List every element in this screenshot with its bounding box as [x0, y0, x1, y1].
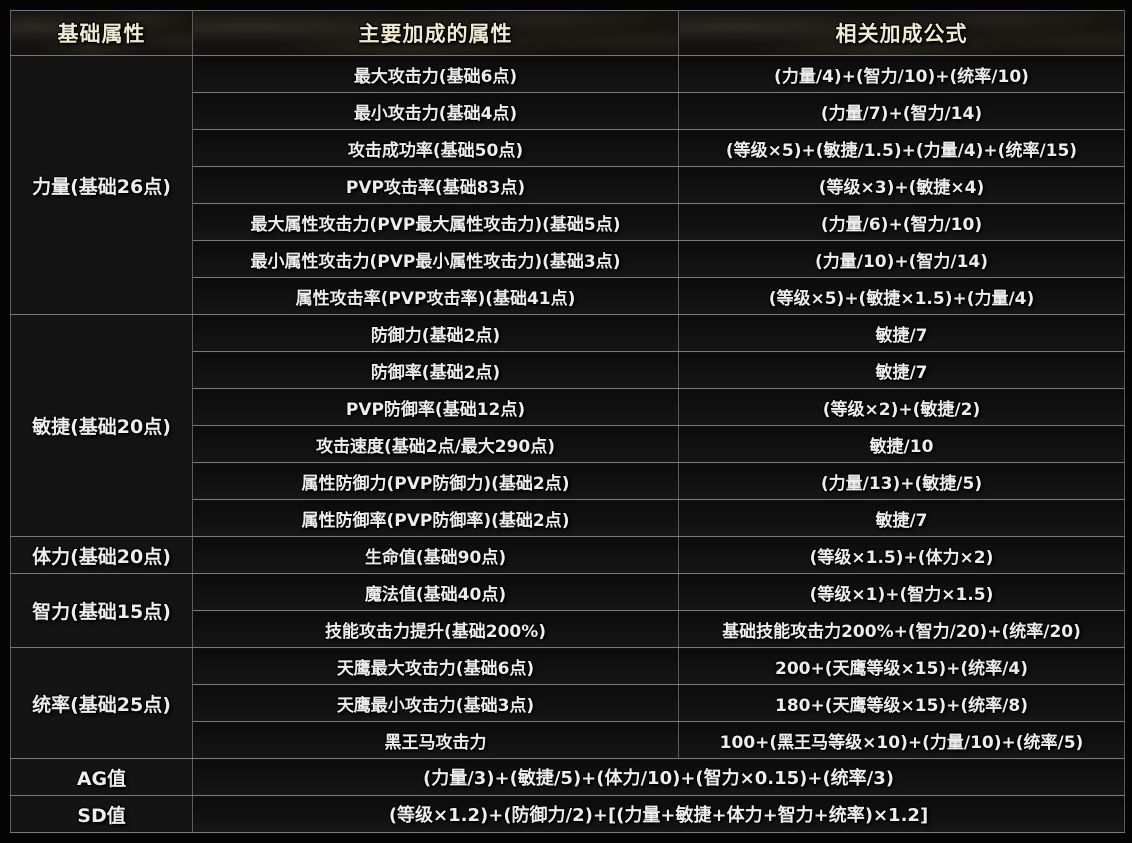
- base-attr-cell: SD值: [10, 795, 193, 833]
- bonus-attr-cell: 天鹰最小攻击力(基础3点): [192, 684, 679, 722]
- table-row: PVP防御率(基础12点) (等级×2)+(敏捷/2): [11, 388, 1125, 426]
- formula-cell: 敏捷/7: [678, 499, 1125, 537]
- bonus-attr-cell: 魔法值(基础40点): [192, 573, 679, 611]
- table-row: PVP攻击率(基础83点) (等级×3)+(敏捷×4): [11, 166, 1125, 204]
- bonus-attr-cell: 生命值(基础90点): [192, 536, 679, 574]
- formula-cell: 180+(天鹰等级×15)+(统率/8): [678, 684, 1125, 722]
- stats-table-body: 力量(基础26点) 最大攻击力(基础6点) (力量/4)+(智力/10)+(统率/1…: [10, 55, 1125, 833]
- bonus-attr-cell: 黑王马攻击力: [192, 721, 679, 759]
- bonus-attr-cell: 天鹰最大攻击力(基础6点): [192, 647, 679, 685]
- formula-cell: (力量/7)+(智力/14): [678, 92, 1125, 130]
- header-base-attr: 基础属性: [10, 10, 193, 56]
- table-row: 力量(基础26点) 最大攻击力(基础6点) (力量/4)+(智力/10)+(统率/1…: [10, 55, 1125, 315]
- base-attr-cell: 智力(基础15点): [10, 573, 193, 648]
- formula-cell: (力量/3)+(敏捷/5)+(体力/10)+(智力×0.15)+(统率/3): [192, 758, 1125, 796]
- bonus-attr-cell: 最小攻击力(基础4点): [192, 92, 679, 130]
- formula-cell: 基础技能攻击力200%+(智力/20)+(统率/20): [678, 610, 1125, 648]
- table-row: 技能攻击力提升(基础200%) 基础技能攻击力200%+(智力/20)+(统率/2…: [11, 610, 1125, 648]
- formula-cell: 200+(天鹰等级×15)+(统率/4): [678, 647, 1125, 685]
- table-row: SD值 (等级×1.2)+(防御力/2)+[(力量+敏捷+体力+智力+统率)×1.…: [10, 795, 1125, 833]
- formula-cell: (力量/13)+(敏捷/5): [678, 462, 1125, 500]
- table-row: 属性攻击率(PVP攻击率)(基础41点) (等级×5)+(敏捷×1.5)+(力量/…: [11, 277, 1125, 315]
- table-header: 基础属性 主要加成的属性 相关加成公式: [10, 10, 1125, 56]
- bonus-attr-cell: 攻击成功率(基础50点): [192, 129, 679, 167]
- formula-cell: 100+(黑王马等级×10)+(力量/10)+(统率/5): [678, 721, 1125, 759]
- table-row: 属性防御率(PVP防御率)(基础2点) 敏捷/7: [11, 499, 1125, 537]
- attribute-bonus-table: 基础属性 主要加成的属性 相关加成公式 力量(基础26点) 最大攻击力(基础6点)…: [10, 10, 1125, 833]
- formula-cell: (等级×3)+(敏捷×4): [678, 166, 1125, 204]
- table-row: 最大属性攻击力(PVP最大属性攻击力)(基础5点) (力量/6)+(智力/10): [11, 203, 1125, 241]
- bonus-attr-cell: 属性防御力(PVP防御力)(基础2点): [192, 462, 679, 500]
- table-row: 智力(基础15点) 魔法值(基础40点) (等级×1)+(智力×1.5): [10, 573, 1125, 648]
- bonus-attr-cell: 防御率(基础2点): [192, 351, 679, 389]
- table-row: AG值 (力量/3)+(敏捷/5)+(体力/10)+(智力×0.15)+(统率/3…: [10, 758, 1125, 796]
- formula-cell: (等级×2)+(敏捷/2): [678, 388, 1125, 426]
- base-attr-cell: AG值: [10, 758, 193, 796]
- header-bonus-attr: 主要加成的属性: [192, 10, 679, 56]
- table-row: 防御率(基础2点) 敏捷/7: [11, 351, 1125, 389]
- bonus-attr-cell: 属性防御率(PVP防御率)(基础2点): [192, 499, 679, 537]
- bonus-attr-cell: PVP防御率(基础12点): [192, 388, 679, 426]
- header-row: 基础属性 主要加成的属性 相关加成公式: [10, 10, 1125, 56]
- formula-cell: (力量/6)+(智力/10): [678, 203, 1125, 241]
- base-attr-cell: 力量(基础26点): [10, 55, 193, 315]
- formula-cell: (力量/4)+(智力/10)+(统率/10): [678, 55, 1125, 93]
- base-attr-cell: 统率(基础25点): [10, 647, 193, 759]
- formula-cell: 敏捷/7: [678, 351, 1125, 389]
- formula-cell: 敏捷/10: [678, 425, 1125, 463]
- formula-cell: (等级×1.5)+(体力×2): [678, 536, 1125, 574]
- formula-cell: (力量/10)+(智力/14): [678, 240, 1125, 278]
- bonus-attr-cell: 技能攻击力提升(基础200%): [192, 610, 679, 648]
- formula-cell: (等级×1.2)+(防御力/2)+[(力量+敏捷+体力+智力+统率)×1.2]: [192, 795, 1125, 833]
- formula-cell: 敏捷/7: [678, 314, 1125, 352]
- base-attr-cell: 体力(基础20点): [10, 536, 193, 574]
- table-row: 最小攻击力(基础4点) (力量/7)+(智力/14): [11, 92, 1125, 130]
- table-row: 最小属性攻击力(PVP最小属性攻击力)(基础3点) (力量/10)+(智力/14): [11, 240, 1125, 278]
- bonus-attr-cell: 最大攻击力(基础6点): [192, 55, 679, 93]
- table-row: 黑王马攻击力 100+(黑王马等级×10)+(力量/10)+(统率/5): [11, 721, 1125, 759]
- bonus-attr-cell: 属性攻击率(PVP攻击率)(基础41点): [192, 277, 679, 315]
- table-row: 属性防御力(PVP防御力)(基础2点) (力量/13)+(敏捷/5): [11, 462, 1125, 500]
- bonus-attr-cell: 最大属性攻击力(PVP最大属性攻击力)(基础5点): [192, 203, 679, 241]
- formula-cell: (等级×5)+(敏捷×1.5)+(力量/4): [678, 277, 1125, 315]
- formula-cell: (等级×1)+(智力×1.5): [678, 573, 1125, 611]
- table-row: 天鹰最小攻击力(基础3点) 180+(天鹰等级×15)+(统率/8): [11, 684, 1125, 722]
- table-row: 体力(基础20点) 生命值(基础90点) (等级×1.5)+(体力×2): [10, 536, 1125, 574]
- table-row: 敏捷(基础20点) 防御力(基础2点) 敏捷/7: [10, 314, 1125, 537]
- table-row: 统率(基础25点) 天鹰最大攻击力(基础6点) 200+(天鹰等级×15)+(统率/…: [10, 647, 1125, 759]
- bonus-attr-cell: PVP攻击率(基础83点): [192, 166, 679, 204]
- formula-cell: (等级×5)+(敏捷/1.5)+(力量/4)+(统率/15): [678, 129, 1125, 167]
- bonus-attr-cell: 最小属性攻击力(PVP最小属性攻击力)(基础3点): [192, 240, 679, 278]
- bonus-attr-cell: 攻击速度(基础2点/最大290点): [192, 425, 679, 463]
- header-formula: 相关加成公式: [678, 10, 1125, 56]
- base-attr-cell: 敏捷(基础20点): [10, 314, 193, 537]
- bonus-attr-cell: 防御力(基础2点): [192, 314, 679, 352]
